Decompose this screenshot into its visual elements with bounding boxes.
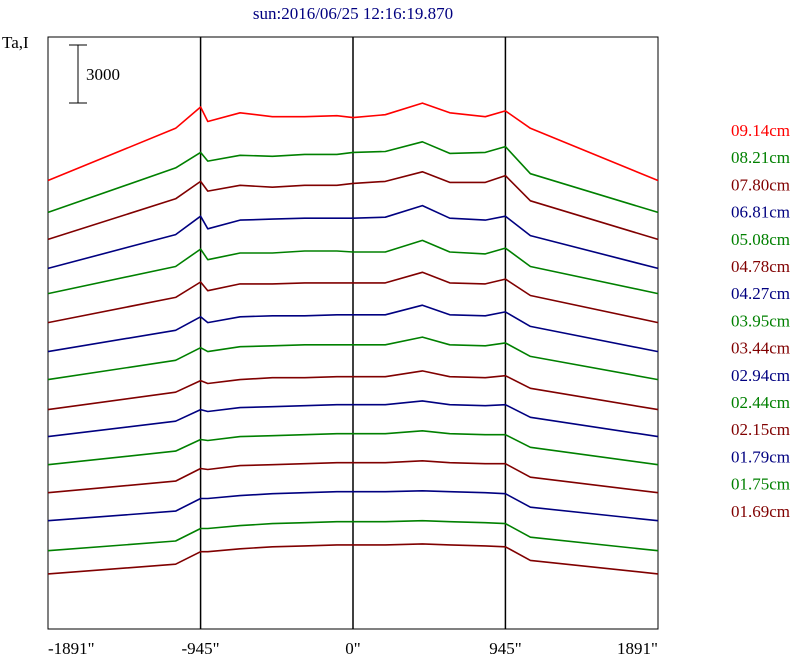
- scale-bar-label: 3000: [86, 65, 120, 84]
- series-line-02.15cm: [47, 459, 659, 494]
- legend-entry-02.94cm: 02.94cm: [731, 366, 790, 385]
- series-line-02.44cm: [47, 429, 659, 466]
- legend-entry-03.44cm: 03.44cm: [731, 339, 790, 358]
- legend-entry-09.14cm: 09.14cm: [731, 121, 790, 140]
- x-tick-label: 945": [489, 639, 521, 658]
- series-line-06.81cm: [47, 204, 659, 270]
- x-tick-label: 1891": [617, 639, 658, 658]
- legend-entry-05.08cm: 05.08cm: [731, 230, 790, 249]
- series-line-02.94cm: [47, 400, 659, 438]
- chart-title: sun:2016/06/25 12:16:19.870: [253, 4, 453, 23]
- x-tick-label: -1891": [48, 639, 95, 658]
- series-lines: [47, 102, 659, 575]
- series-line-04.78cm: [47, 271, 659, 324]
- reference-lines: [199, 37, 507, 629]
- x-tick-label: 0": [345, 639, 360, 658]
- series-line-01.69cm: [47, 543, 659, 575]
- legend-entry-07.80cm: 07.80cm: [731, 175, 790, 194]
- legend-entry-03.95cm: 03.95cm: [731, 311, 790, 330]
- series-line-03.44cm: [47, 370, 659, 411]
- legend-entry-08.21cm: 08.21cm: [731, 148, 790, 167]
- series-line-01.79cm: [47, 489, 659, 522]
- legend-entry-04.78cm: 04.78cm: [731, 257, 790, 276]
- legend-entry-02.44cm: 02.44cm: [731, 393, 790, 412]
- legend-entry-01.75cm: 01.75cm: [731, 475, 790, 494]
- series-line-04.27cm: [47, 304, 659, 353]
- series-line-01.75cm: [47, 519, 659, 552]
- x-tick-labels: -1891" -945" 0" 945" 1891": [48, 639, 658, 658]
- legend-entry-01.79cm: 01.79cm: [731, 447, 790, 466]
- series-line-09.14cm: [47, 102, 659, 182]
- x-tick-label: -945": [182, 639, 220, 658]
- legend-entry-06.81cm: 06.81cm: [731, 203, 790, 222]
- legend-entry-02.15cm: 02.15cm: [731, 420, 790, 439]
- series-line-08.21cm: [47, 141, 659, 214]
- scale-bar: 3000: [69, 44, 120, 104]
- legend-entry-01.69cm: 01.69cm: [731, 502, 790, 521]
- series-line-03.95cm: [47, 336, 659, 381]
- series-line-07.80cm: [47, 171, 659, 241]
- y-axis-label: Ta,I: [2, 33, 29, 52]
- legend: 09.14cm 08.21cm 07.80cm 06.81cm 05.08cm 04.78…: [731, 121, 790, 521]
- series-line-05.08cm: [47, 239, 659, 295]
- legend-entry-04.27cm: 04.27cm: [731, 284, 790, 303]
